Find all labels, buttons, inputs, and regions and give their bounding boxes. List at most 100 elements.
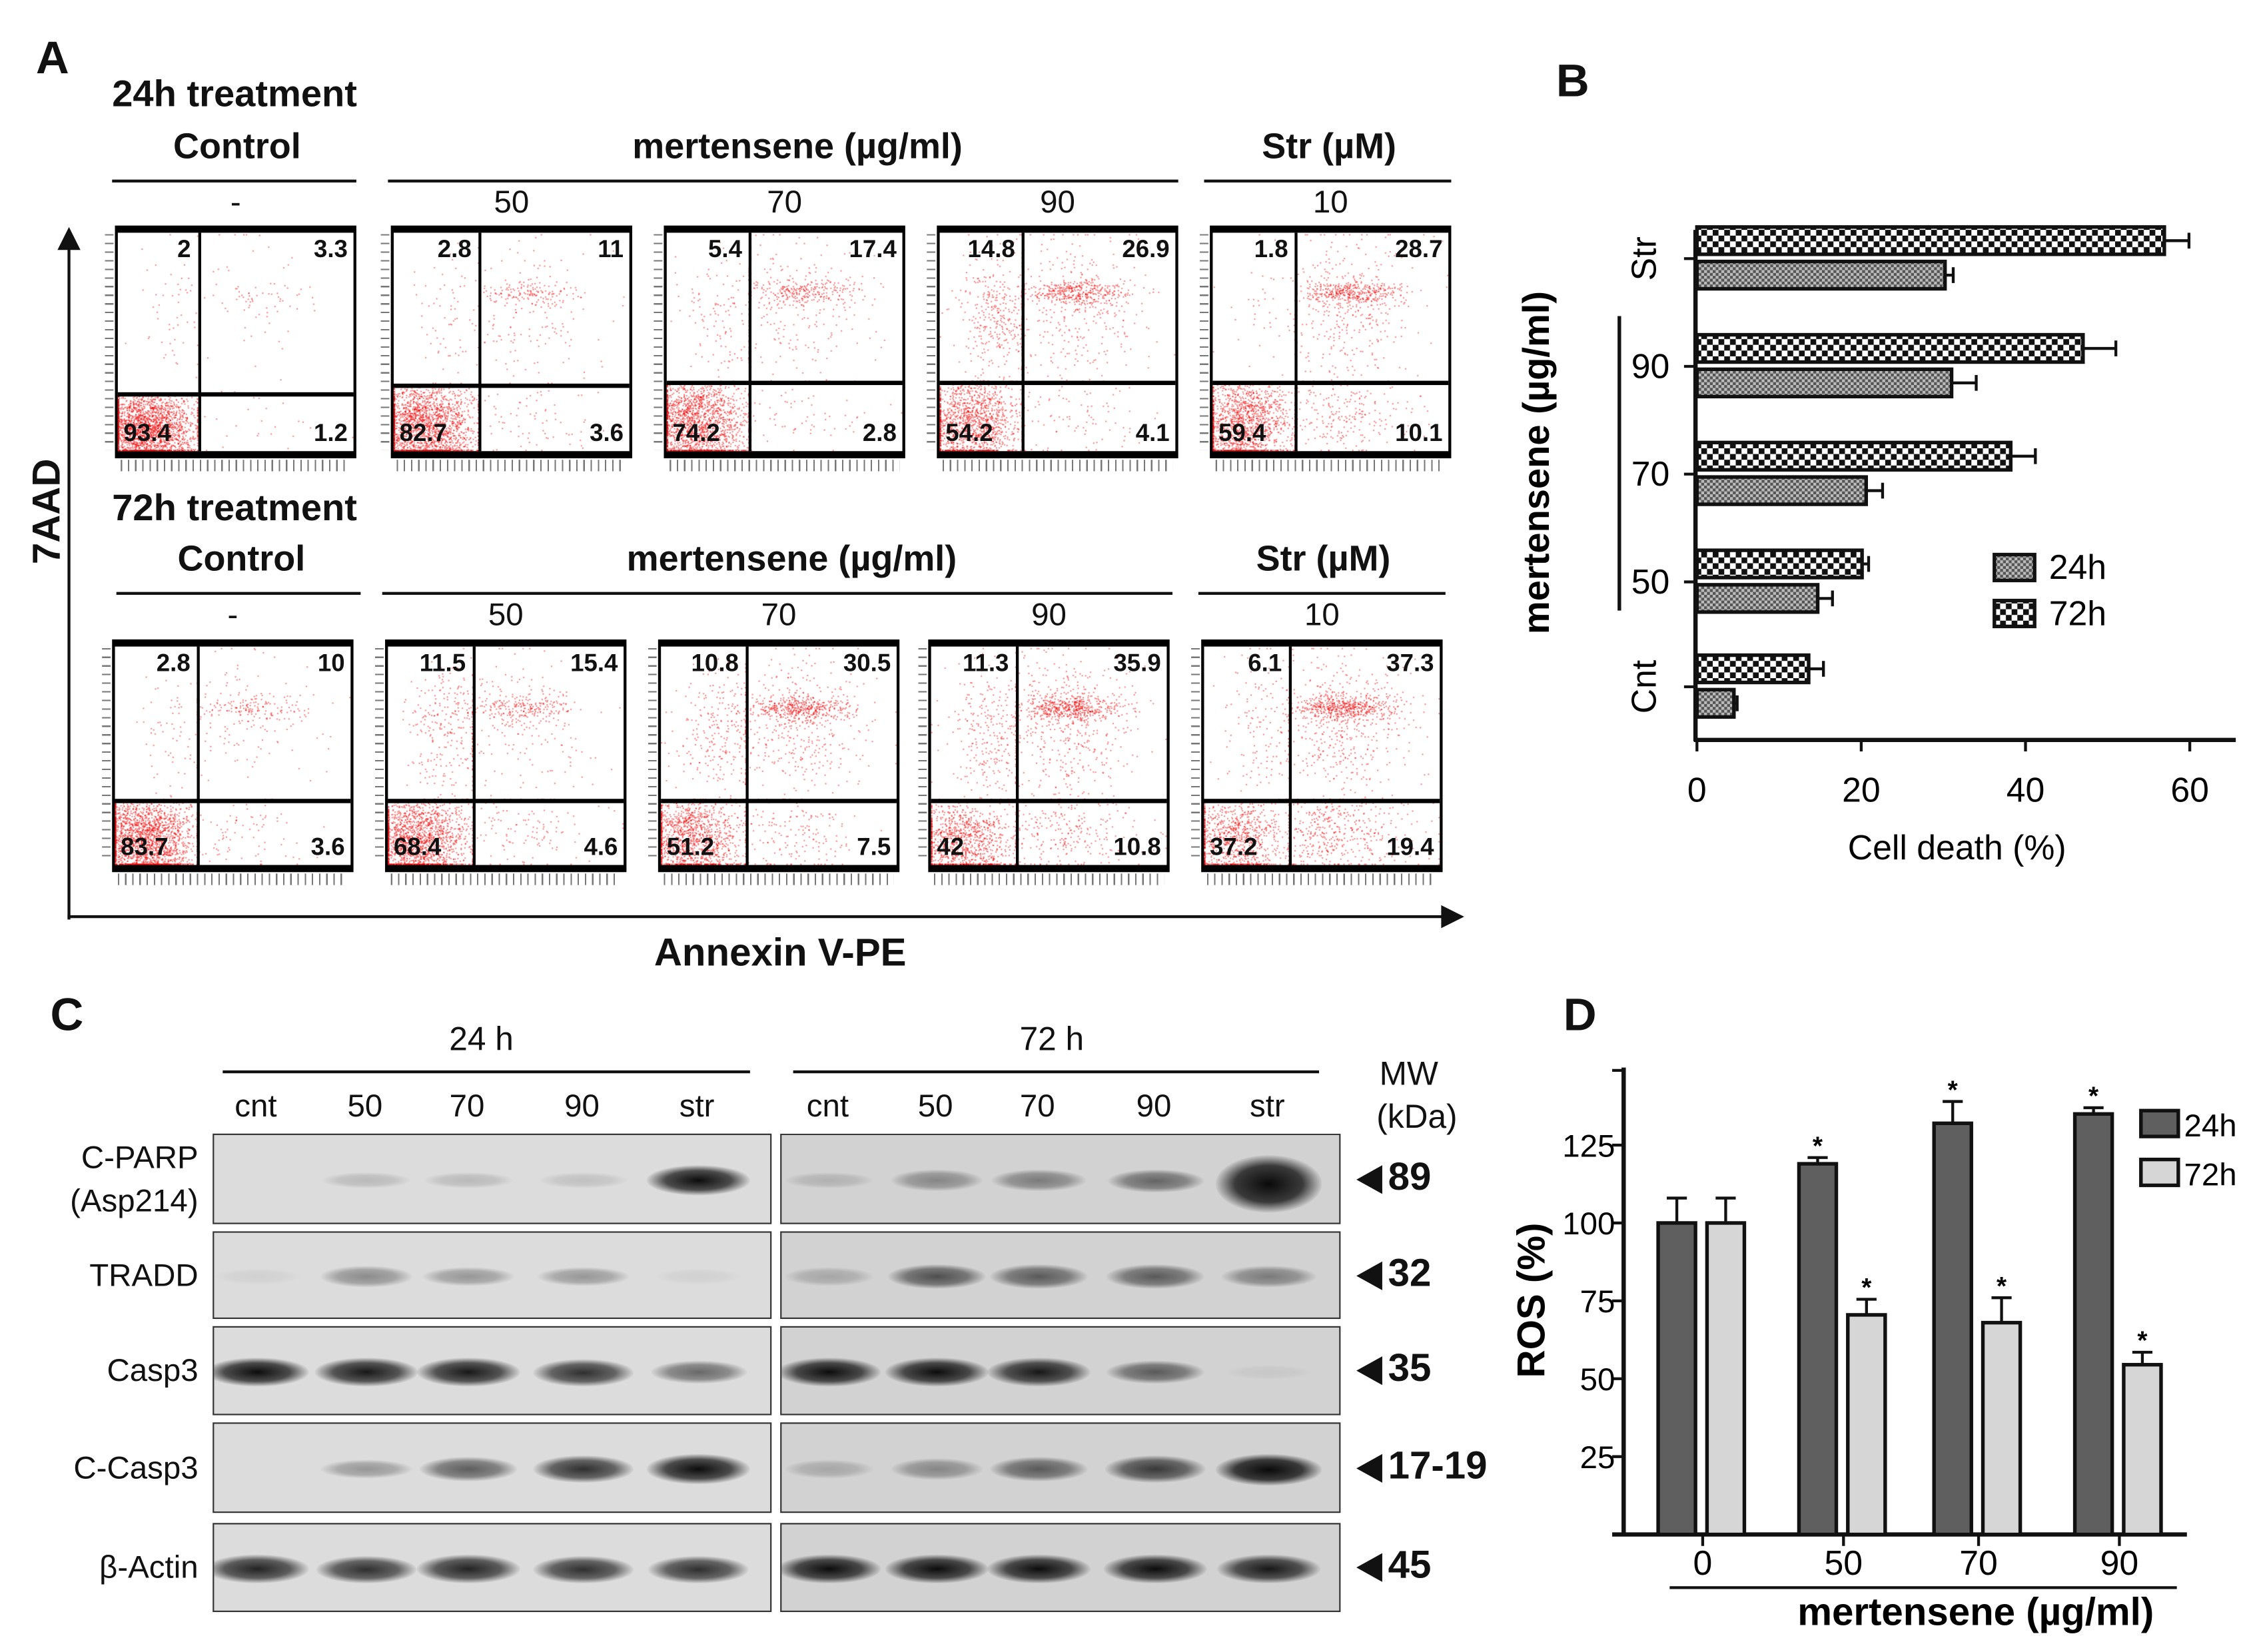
x-axis-ticks bbox=[670, 460, 900, 472]
arrowhead-left-icon bbox=[1356, 1453, 1382, 1482]
quadrant-gate-vertical bbox=[1295, 232, 1298, 452]
quadrant-ll-percent: 54.2 bbox=[945, 419, 993, 447]
lane-label: 90 bbox=[1136, 1087, 1172, 1124]
quadrant-lr-percent: 3.6 bbox=[590, 419, 624, 447]
x-axis-ticks bbox=[396, 460, 627, 472]
x-tick-label: 50 bbox=[1825, 1543, 1863, 1582]
protein-band bbox=[987, 1553, 1091, 1584]
protein-name: C-PARP bbox=[81, 1138, 199, 1175]
quadrant-gate-horizontal bbox=[939, 381, 1176, 386]
quadrant-gate-vertical bbox=[478, 232, 482, 452]
y-axis-arrow bbox=[67, 230, 71, 920]
molecular-weight: 17-19 bbox=[1388, 1443, 1488, 1487]
lane-label: str bbox=[679, 1087, 715, 1124]
quadrant-ur-percent: 15.4 bbox=[570, 649, 618, 677]
y-axis-ticks bbox=[1200, 234, 1208, 450]
protein-name: β-Actin bbox=[99, 1549, 199, 1585]
dot-plot: 1.8 28.7 59.4 10.1 bbox=[1210, 225, 1452, 459]
quadrant-ur-percent: 30.5 bbox=[843, 649, 891, 677]
treatment-title: 24h treatment bbox=[112, 71, 357, 115]
arrowhead-left-icon bbox=[1356, 1356, 1382, 1386]
dose-label: - bbox=[230, 184, 241, 220]
significance-star: * bbox=[1861, 1274, 1872, 1302]
protein-band bbox=[887, 1264, 987, 1289]
blot-membrane bbox=[780, 1523, 1341, 1613]
protein-band bbox=[424, 1172, 514, 1189]
lane-label: 70 bbox=[1019, 1087, 1055, 1124]
protein-band bbox=[314, 1358, 418, 1387]
quadrant-ur-percent: 10 bbox=[317, 649, 345, 677]
bar-24h bbox=[1695, 687, 1736, 719]
quadrant-ur-percent: 26.9 bbox=[1122, 235, 1170, 263]
protein-band bbox=[987, 1358, 1091, 1387]
quadrant-lr-percent: 4.6 bbox=[584, 833, 618, 861]
x-axis-ticks bbox=[117, 873, 348, 885]
legend-swatch-72h bbox=[2139, 1157, 2180, 1188]
quadrant-ll-percent: 93.4 bbox=[123, 419, 171, 447]
protein-band bbox=[532, 1555, 634, 1583]
protein-band bbox=[214, 1268, 301, 1284]
y-axis-ticks bbox=[1191, 647, 1200, 864]
quadrant-gate-horizontal bbox=[1212, 381, 1449, 386]
molecular-weight: 32 bbox=[1388, 1250, 1432, 1294]
dot-plot: 11.3 35.9 42 10.8 bbox=[928, 639, 1170, 873]
dot-plot: 10.8 30.5 51.2 7.5 bbox=[658, 639, 900, 873]
group-label: mertensene (µg/ml) bbox=[632, 126, 963, 167]
arrowhead-left-icon bbox=[1356, 1164, 1382, 1194]
bar-24h bbox=[2072, 1112, 2114, 1537]
blot-membrane bbox=[213, 1133, 772, 1224]
protein-band bbox=[1107, 1168, 1204, 1192]
molecular-weight: 45 bbox=[1388, 1543, 1432, 1587]
blot-membrane bbox=[780, 1231, 1341, 1320]
protein-band bbox=[1225, 1364, 1312, 1380]
dot-plot: 5.4 17.4 74.2 2.8 bbox=[664, 225, 905, 459]
dot-plot: 14.8 26.9 54.2 4.1 bbox=[937, 225, 1178, 459]
protein-band bbox=[320, 1266, 413, 1287]
group-underline bbox=[116, 592, 361, 595]
dose-label: 70 bbox=[761, 596, 797, 633]
quadrant-lr-percent: 4.1 bbox=[1135, 419, 1170, 447]
quadrant-gate-horizontal bbox=[388, 799, 624, 804]
quadrant-gate-vertical bbox=[472, 646, 476, 865]
bar-72h bbox=[1695, 548, 1864, 580]
group-label: Control bbox=[173, 126, 301, 167]
dose-label: 10 bbox=[1312, 184, 1348, 220]
dose-label: 10 bbox=[1304, 596, 1340, 633]
legend-label: 24h bbox=[2184, 1108, 2236, 1144]
quadrant-gate-horizontal bbox=[661, 799, 897, 804]
protein-name: C-Casp3 bbox=[73, 1449, 199, 1485]
protein-band bbox=[991, 1169, 1087, 1191]
blot-row-label: Casp3 bbox=[107, 1349, 198, 1392]
arrowhead-left-icon bbox=[1356, 1260, 1382, 1290]
arrowhead-left-icon bbox=[1356, 1553, 1382, 1582]
legend-label: 72h bbox=[2049, 594, 2106, 632]
protein-band bbox=[416, 1358, 520, 1387]
quadrant-gate-horizontal bbox=[1204, 799, 1440, 804]
quadrant-gate-vertical bbox=[749, 232, 752, 452]
lane-label: 90 bbox=[564, 1087, 600, 1124]
protein-band bbox=[990, 1264, 1088, 1289]
scatter-cloud bbox=[388, 646, 624, 865]
protein-band bbox=[650, 1360, 747, 1384]
quadrant-ur-percent: 35.9 bbox=[1113, 649, 1161, 677]
y-axis-ticks bbox=[927, 234, 936, 450]
lane-label: cnt bbox=[806, 1087, 849, 1124]
x-axis-ticks bbox=[390, 873, 621, 885]
quadrant-gate-vertical bbox=[197, 646, 201, 865]
y-axis-ticks bbox=[380, 234, 390, 450]
protein-band bbox=[646, 1165, 751, 1196]
dose-label: 90 bbox=[1040, 184, 1075, 220]
bar-72h bbox=[2122, 1363, 2163, 1537]
dot-plot: 6.1 37.3 37.2 19.4 bbox=[1201, 639, 1443, 873]
dot-plot: 2.8 11 82.7 3.6 bbox=[390, 225, 633, 459]
legend-swatch-24h bbox=[2139, 1108, 2180, 1138]
bar-24h bbox=[1797, 1162, 1839, 1537]
quadrant-gate-vertical bbox=[1015, 646, 1019, 865]
dot-plot: 2 3.3 93.4 1.2 bbox=[115, 225, 356, 459]
scatter-cloud bbox=[661, 646, 897, 865]
protein-band bbox=[1107, 1264, 1204, 1289]
dose-label: 70 bbox=[767, 184, 803, 220]
scatter-cloud bbox=[939, 232, 1176, 452]
protein-band bbox=[422, 1266, 515, 1287]
